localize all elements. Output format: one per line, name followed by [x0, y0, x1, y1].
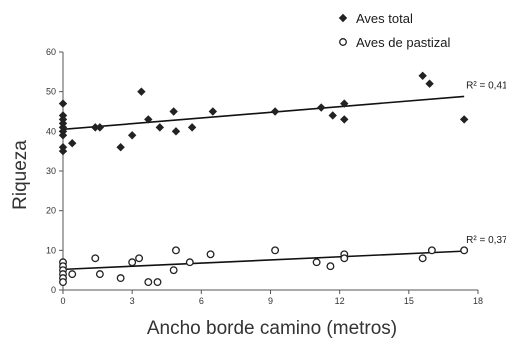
data-point-series-2 [340, 254, 349, 263]
r-squared-label-2: R² = 0,37 [466, 235, 506, 246]
data-point-series-2 [427, 246, 436, 255]
data-point-series-2 [68, 270, 77, 279]
data-point-series-2 [172, 246, 180, 255]
y-tick-label: 40 [46, 126, 56, 136]
data-point-series-1 [155, 123, 165, 132]
x-tick-label: 15 [404, 296, 414, 306]
ticks: 0 10 20 30 40 50 60 0 3 6 9 12 15 18 [46, 47, 483, 306]
data-point-series-2 [326, 262, 335, 271]
data-point-series-1 [58, 131, 68, 140]
r-squared-label-1: R² = 0,41 [466, 80, 506, 91]
data-point-series-2 [128, 258, 137, 267]
trend-line-1 [62, 95, 465, 131]
x-tick-label: 18 [473, 296, 483, 306]
y-tick-label: 10 [46, 245, 56, 255]
x-axis-title: Ancho borde camino (metros) [147, 318, 397, 339]
data-point-series-1 [187, 123, 197, 132]
data-point-series-2 [116, 274, 125, 283]
data-point-series-2 [185, 258, 194, 267]
data-point-series-1 [144, 115, 153, 124]
legend-marker-2 [339, 38, 347, 46]
x-tick-label: 6 [199, 296, 204, 306]
trend-lines [62, 95, 465, 271]
data-point-series-1 [68, 139, 77, 148]
y-tick-label: 30 [46, 166, 56, 176]
y-tick-label: 60 [46, 47, 56, 57]
data-point-series-1 [340, 99, 349, 108]
data-point-series-2 [169, 266, 178, 275]
data-point-series-1 [127, 131, 137, 140]
data-point-series-1 [58, 99, 68, 108]
y-tick-label: 20 [46, 206, 56, 216]
data-point-series-1 [171, 127, 181, 136]
data-point-series-1 [169, 107, 178, 116]
x-tick-label: 3 [130, 296, 135, 306]
data-points [58, 71, 469, 287]
axes [62, 52, 478, 291]
data-point-series-2 [135, 254, 144, 263]
data-point-series-1 [58, 146, 68, 156]
data-point-series-2 [271, 246, 280, 255]
trend-annotations: R² = 0,41 R² = 0,37 [466, 80, 506, 246]
data-point-series-1 [91, 123, 100, 132]
data-point-series-2 [206, 250, 215, 259]
data-point-series-1 [418, 71, 427, 80]
data-point-series-1 [137, 87, 146, 96]
data-point-series-1 [425, 79, 434, 88]
data-point-series-1 [208, 107, 218, 116]
x-tick-label: 9 [268, 296, 273, 306]
legend-label-1: Aves total [356, 11, 413, 26]
x-tick-label: 0 [60, 296, 65, 306]
data-point-series-2 [418, 254, 427, 263]
data-point-series-1 [116, 143, 125, 152]
data-point-series-1 [95, 123, 105, 132]
data-point-series-2 [95, 270, 104, 279]
data-point-series-1 [328, 111, 337, 120]
data-point-series-2 [59, 278, 67, 287]
data-point-series-1 [317, 103, 326, 112]
legend-label-2: Aves de pastizal [356, 35, 451, 50]
y-tick-label: 0 [51, 285, 56, 295]
data-point-series-1 [459, 115, 469, 124]
y-axis-title: Riqueza [10, 140, 31, 210]
legend: Aves total Aves de pastizal [338, 11, 451, 50]
data-point-series-2 [144, 278, 153, 287]
trend-line-2 [62, 250, 465, 271]
data-point-series-1 [270, 107, 280, 116]
data-point-series-1 [340, 115, 349, 124]
data-point-series-2 [153, 278, 162, 287]
legend-marker-1 [338, 13, 348, 23]
data-point-series-2 [91, 254, 100, 263]
data-point-series-2 [460, 246, 469, 255]
x-tick-label: 12 [335, 296, 345, 306]
data-point-series-2 [312, 258, 321, 267]
y-tick-label: 50 [46, 87, 56, 97]
